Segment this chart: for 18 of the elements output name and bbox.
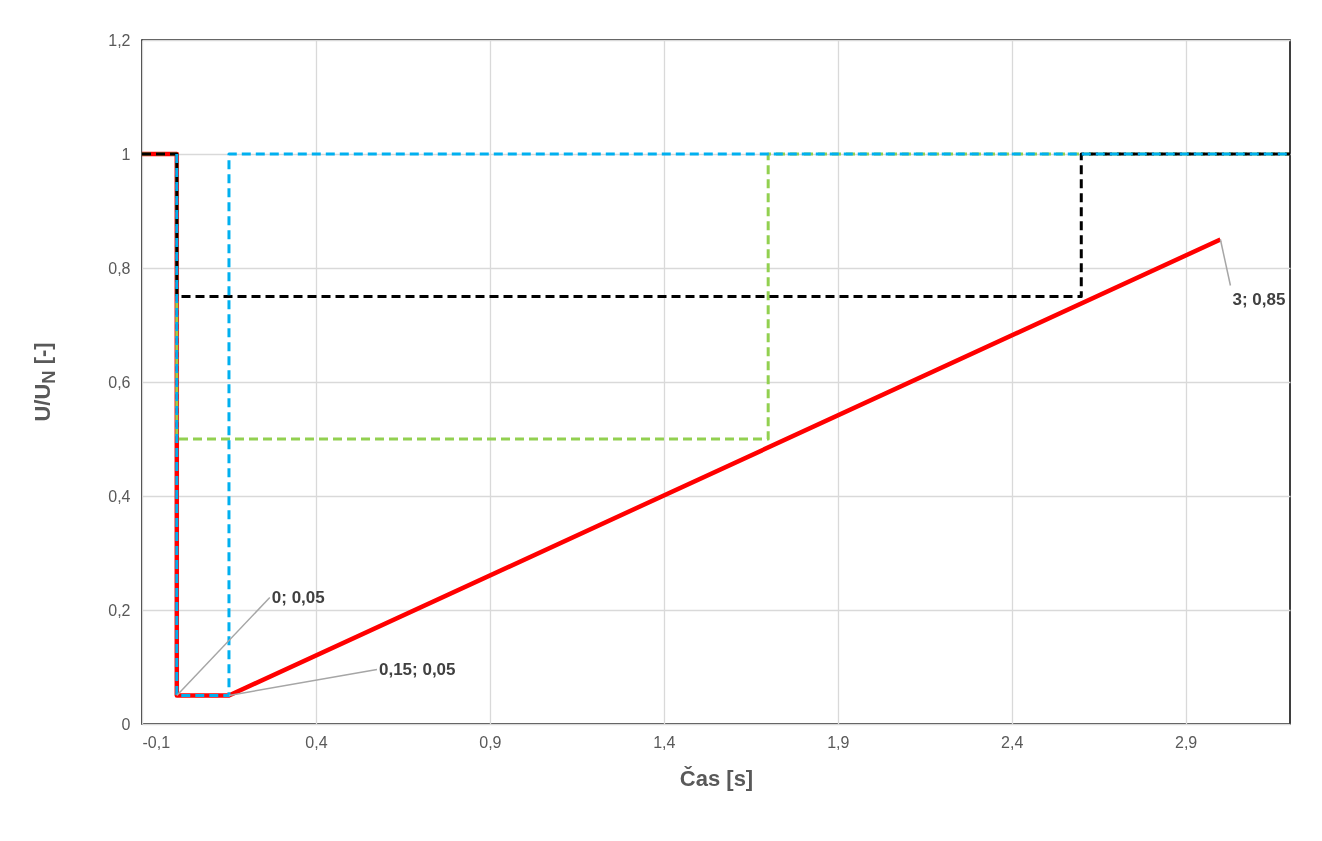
x-axis-title: Čas [s] — [679, 765, 754, 791]
x-tick-label: 1,4 — [653, 733, 676, 751]
annotation: 0,15; 0,05 — [378, 659, 456, 679]
y-tick-label: 0,2 — [108, 601, 131, 619]
x-tick-label: 0,9 — [479, 733, 502, 751]
x-tick-label: -0,1 — [142, 733, 171, 751]
x-tick-label: 2,9 — [1175, 733, 1198, 751]
y-tick-label: 0,4 — [108, 487, 131, 505]
x-tick-label: 0,4 — [305, 733, 328, 751]
y-tick-label: 0,6 — [108, 373, 131, 391]
y-tick-label: 1,2 — [108, 31, 131, 49]
x-tick-label: 2,4 — [1001, 733, 1024, 751]
y-tick-label: 0,8 — [108, 259, 131, 277]
annotation: 0; 0,05 — [271, 587, 325, 607]
y-tick-label: 0 — [121, 715, 131, 733]
x-tick-label: 1,9 — [827, 733, 850, 751]
annotation: 3; 0,85 — [1232, 289, 1286, 309]
y-tick-label: 1 — [121, 145, 131, 163]
